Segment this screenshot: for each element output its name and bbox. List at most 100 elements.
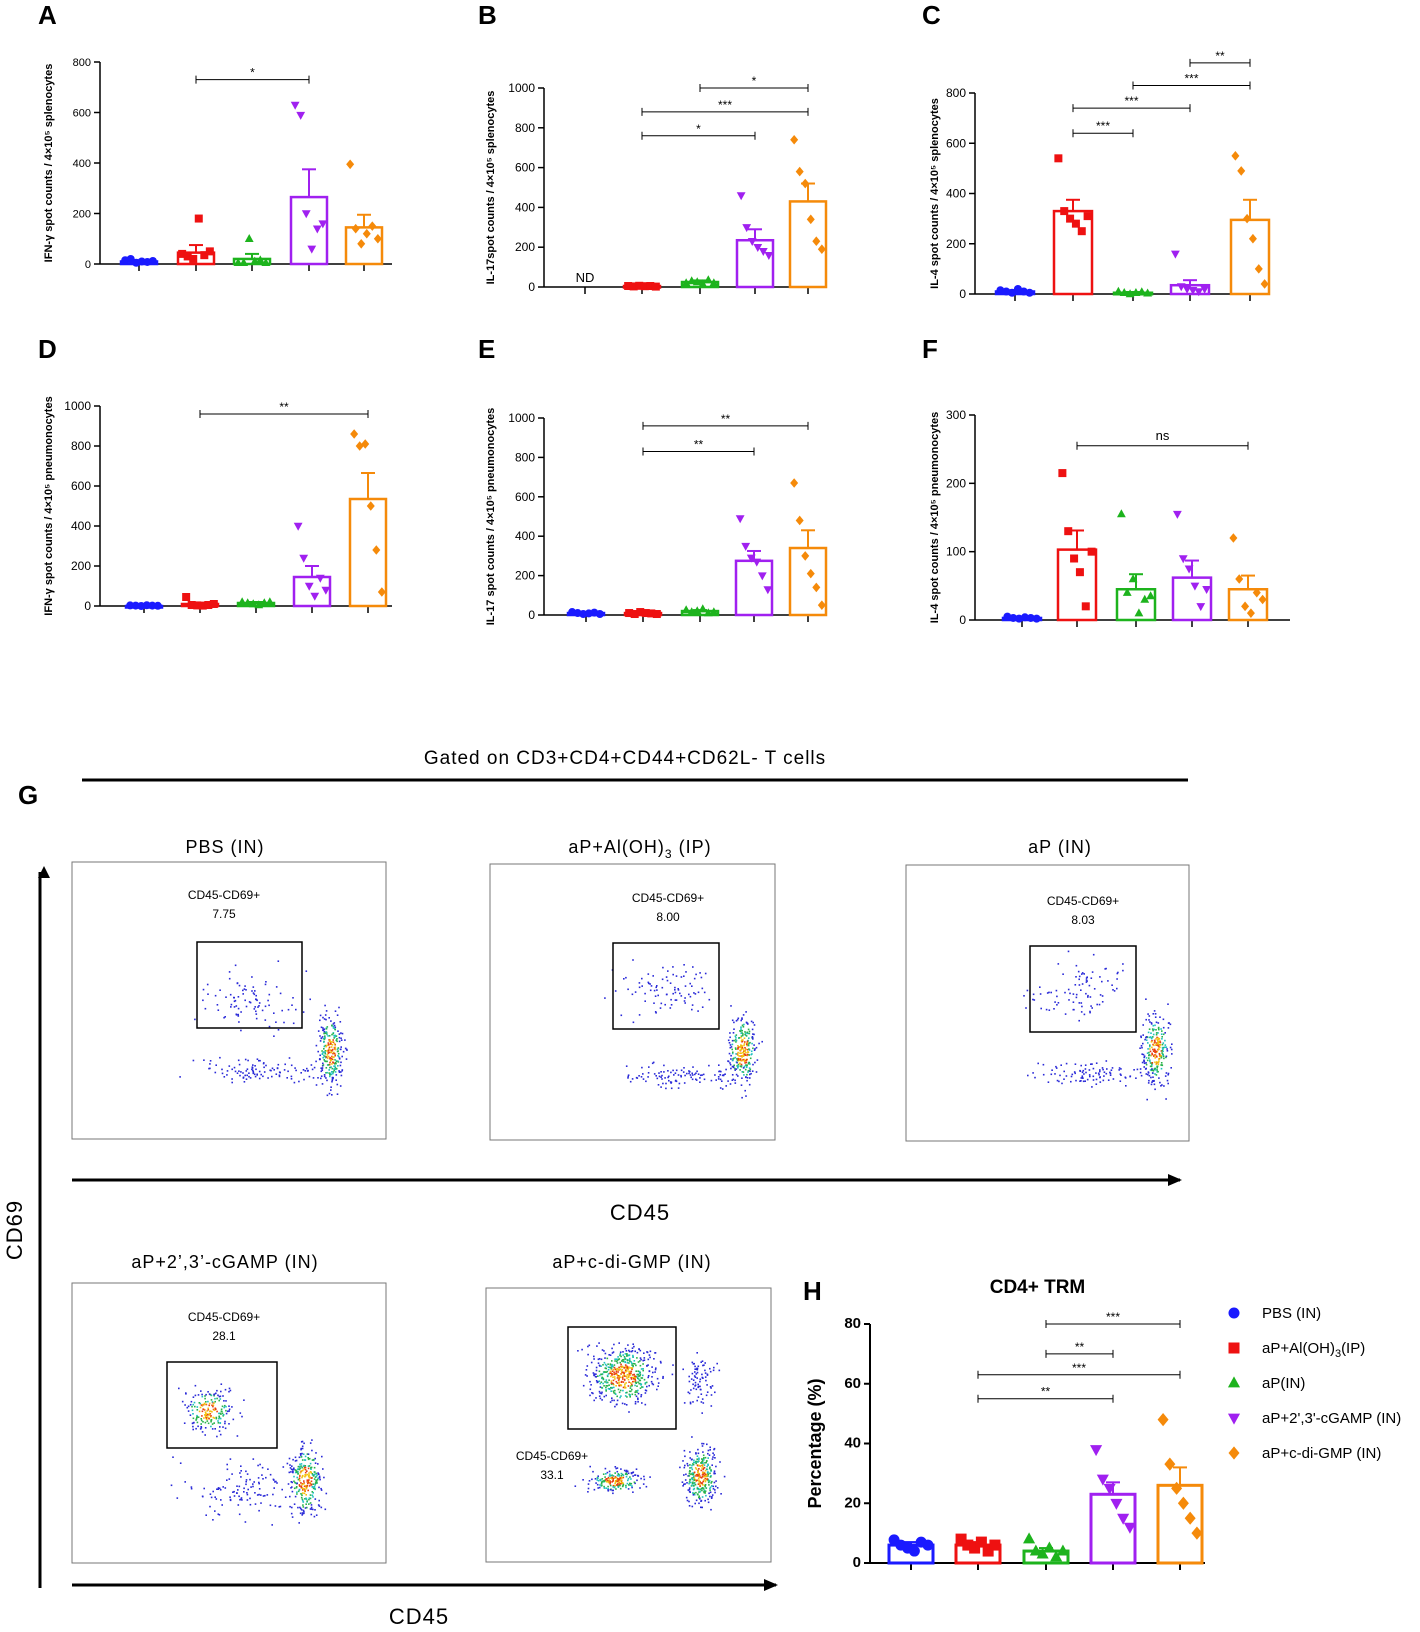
- flow-dot: [301, 1483, 303, 1486]
- flow-dot: [692, 1492, 694, 1494]
- flow-dot: [301, 1447, 304, 1450]
- flow-dot: [339, 1064, 342, 1067]
- flow-dot: [627, 1344, 629, 1346]
- flow-dot: [294, 1495, 297, 1498]
- flow-dot: [692, 1074, 694, 1076]
- flow-dot: [1104, 968, 1106, 970]
- flow-dot: [1085, 1071, 1087, 1074]
- flow-dot: [243, 988, 246, 990]
- flow-dot: [715, 1079, 717, 1081]
- flow-dot: [208, 1412, 211, 1415]
- data-point: [366, 501, 375, 511]
- flow-dot: [692, 1488, 695, 1491]
- flow-dot: [1098, 1073, 1100, 1076]
- flow-dot: [689, 1451, 691, 1453]
- flow-dot: [706, 1460, 708, 1462]
- y-tick-label: 200: [515, 240, 535, 254]
- flow-dot: [201, 1410, 204, 1413]
- flow-dot: [697, 1073, 700, 1075]
- flow-dot: [1153, 1010, 1156, 1012]
- flow-dot: [633, 1380, 635, 1383]
- flow-dot: [1122, 963, 1124, 965]
- flow-dot: [710, 1079, 713, 1082]
- flow-dot: [315, 1479, 317, 1482]
- flow-dot: [630, 1384, 632, 1387]
- flow-dot: [626, 1362, 629, 1364]
- flow-dot: [643, 1475, 645, 1478]
- flow-dot: [640, 1394, 643, 1396]
- flow-dot: [631, 1078, 634, 1080]
- flow-dot: [611, 1373, 613, 1375]
- flow-dot: [274, 1505, 277, 1507]
- flow-dot: [321, 1036, 324, 1038]
- flow-dot: [254, 990, 256, 992]
- flow-dot: [208, 1402, 211, 1405]
- flow-dot: [628, 1362, 630, 1364]
- flow-dot: [1079, 1070, 1082, 1072]
- flow-dot: [313, 1478, 316, 1480]
- flow-dot: [699, 1385, 701, 1388]
- flow-dot: [249, 1001, 252, 1004]
- flow-dot: [222, 1395, 224, 1397]
- y-tick-label: 0: [528, 280, 535, 294]
- flow-dot: [704, 1376, 707, 1378]
- flow-dot: [693, 1492, 695, 1495]
- flow-dot: [695, 1462, 697, 1465]
- flow-dot: [624, 1385, 626, 1387]
- flow-dot: [324, 1051, 326, 1054]
- flow-dot: [733, 1021, 735, 1024]
- flow-dot: [1155, 1038, 1157, 1040]
- flow-dot: [646, 1351, 648, 1353]
- flow-dot: [614, 1358, 616, 1360]
- flow-dot: [703, 1490, 705, 1493]
- flow-dot: [639, 1373, 642, 1376]
- flow-dot: [203, 1409, 206, 1411]
- flow-dot: [327, 1064, 330, 1066]
- flow-dot: [638, 1375, 640, 1378]
- flow-dot: [253, 993, 256, 996]
- flow-dot: [254, 1075, 257, 1078]
- flow-dot: [652, 1061, 655, 1064]
- flow-dot: [239, 1074, 241, 1077]
- flow-dot: [684, 1479, 687, 1481]
- flow-dot: [1161, 1046, 1164, 1049]
- flow-dot: [318, 1499, 320, 1502]
- flow-dot: [267, 1077, 269, 1079]
- flow-dot: [611, 1370, 614, 1373]
- data-point: [790, 478, 799, 488]
- flow-dot: [649, 989, 652, 992]
- flow-dot: [621, 1366, 624, 1368]
- flow-dot: [192, 1413, 194, 1415]
- flow-dot: [740, 1035, 743, 1037]
- flow-dot: [654, 1011, 657, 1013]
- flow-dot: [334, 1026, 337, 1029]
- flow-dot: [599, 1479, 602, 1482]
- flow-dot: [631, 1393, 634, 1396]
- gate-label-cgamp: CD45-CD69+: [188, 1310, 260, 1324]
- flow-dot: [249, 1503, 252, 1506]
- flow-dot: [198, 1402, 201, 1404]
- flow-dot: [626, 1355, 628, 1357]
- flow-dot: [630, 1478, 632, 1480]
- flow-dot: [308, 1498, 310, 1501]
- flow-dot: [231, 1081, 233, 1084]
- flow-dot: [665, 1087, 667, 1090]
- flow-dot: [273, 1069, 275, 1071]
- flow-dot: [1113, 990, 1116, 992]
- flow-dot: [306, 1070, 309, 1072]
- flow-dot: [271, 1524, 273, 1526]
- flow-dot: [340, 1032, 342, 1034]
- flow-dot: [705, 1473, 707, 1476]
- flow-dot: [694, 1467, 697, 1469]
- flow-dot: [329, 1049, 332, 1051]
- flow-dot: [321, 1455, 323, 1458]
- data-point: [1113, 286, 1123, 295]
- flow-dot: [639, 1349, 642, 1352]
- flow-dot: [283, 1069, 286, 1071]
- flow-dot: [330, 1059, 332, 1061]
- flow-dot: [618, 1385, 621, 1387]
- y-tick-label: 0: [959, 287, 966, 301]
- flow-dot: [685, 971, 687, 973]
- data-point: [635, 281, 644, 290]
- flow-dot: [651, 1382, 654, 1385]
